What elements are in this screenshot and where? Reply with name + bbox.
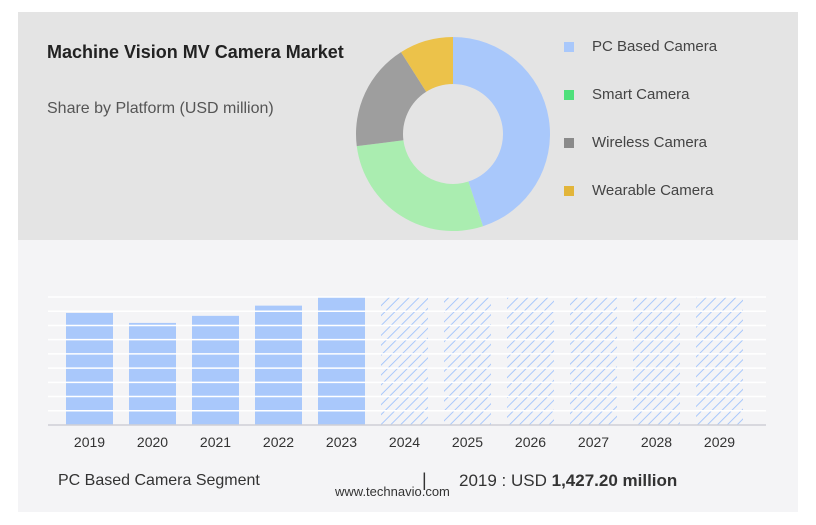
bar-2020 [129, 322, 176, 425]
x-tick-label: 2021 [200, 434, 231, 450]
forecast-bar-2029 [696, 297, 743, 425]
chart-subtitle: Share by Platform (USD million) [47, 100, 274, 117]
legend-label: Wireless Camera [592, 134, 708, 151]
bar-2022 [255, 305, 302, 425]
bar-2023 [318, 297, 365, 425]
segment-value: 2019 : USD 1,427.20 million [459, 471, 677, 491]
forecast-bar-2026 [507, 297, 554, 425]
bar-2019 [66, 312, 113, 425]
legend-swatch-wearable [564, 186, 574, 196]
bar-chart: 2019 2020 2021 2022 2023 2024 2025 2026 2027 2028… [48, 296, 766, 450]
chart-title: Machine Vision MV Camera Market [47, 42, 344, 62]
x-tick-label: 2028 [641, 434, 672, 450]
infographic-card: Machine Vision MV Camera Market Share by… [18, 12, 798, 512]
donut-chart [356, 37, 550, 231]
donut-slice-pc-based-camera [453, 37, 550, 227]
forecast-bar-2024 [381, 297, 428, 425]
forecast-bar-2025 [444, 297, 491, 425]
x-tick-label: 2026 [515, 434, 546, 450]
segment-label: PC Based Camera Segment [58, 472, 260, 489]
legend-label: Smart Camera [592, 86, 690, 103]
x-tick-label: 2029 [704, 434, 735, 450]
x-tick-label: 2022 [263, 434, 294, 450]
value-amount: 1,427.20 million [551, 471, 678, 490]
legend-swatch-smart [564, 90, 574, 100]
value-year-prefix: 2019 : USD [459, 471, 552, 490]
legend-label: PC Based Camera [592, 38, 718, 55]
legend-swatch-wireless [564, 138, 574, 148]
donut-slice-smart-camera [356, 140, 483, 231]
donut-slice-wireless-camera [356, 52, 427, 147]
donut-slice-wearable-camera [401, 37, 453, 92]
x-tick-label: 2025 [452, 434, 483, 450]
x-tick-label: 2023 [326, 434, 357, 450]
bar-2021 [192, 315, 239, 425]
source-link[interactable]: www.technavio.com [335, 484, 450, 499]
legend-swatch-pc-based [564, 42, 574, 52]
forecast-bar-2027 [570, 297, 617, 425]
legend-label: Wearable Camera [592, 182, 714, 199]
top-panel: Machine Vision MV Camera Market Share by… [18, 12, 798, 240]
forecast-bar-2028 [633, 297, 680, 425]
x-tick-label: 2019 [74, 434, 105, 450]
x-tick-label: 2024 [389, 434, 420, 450]
divider: | [422, 470, 427, 490]
x-tick-label: 2027 [578, 434, 609, 450]
x-tick-label: 2020 [137, 434, 168, 450]
segment-summary: PC Based Camera Segment | 2019 : USD 1,4… [18, 468, 798, 498]
